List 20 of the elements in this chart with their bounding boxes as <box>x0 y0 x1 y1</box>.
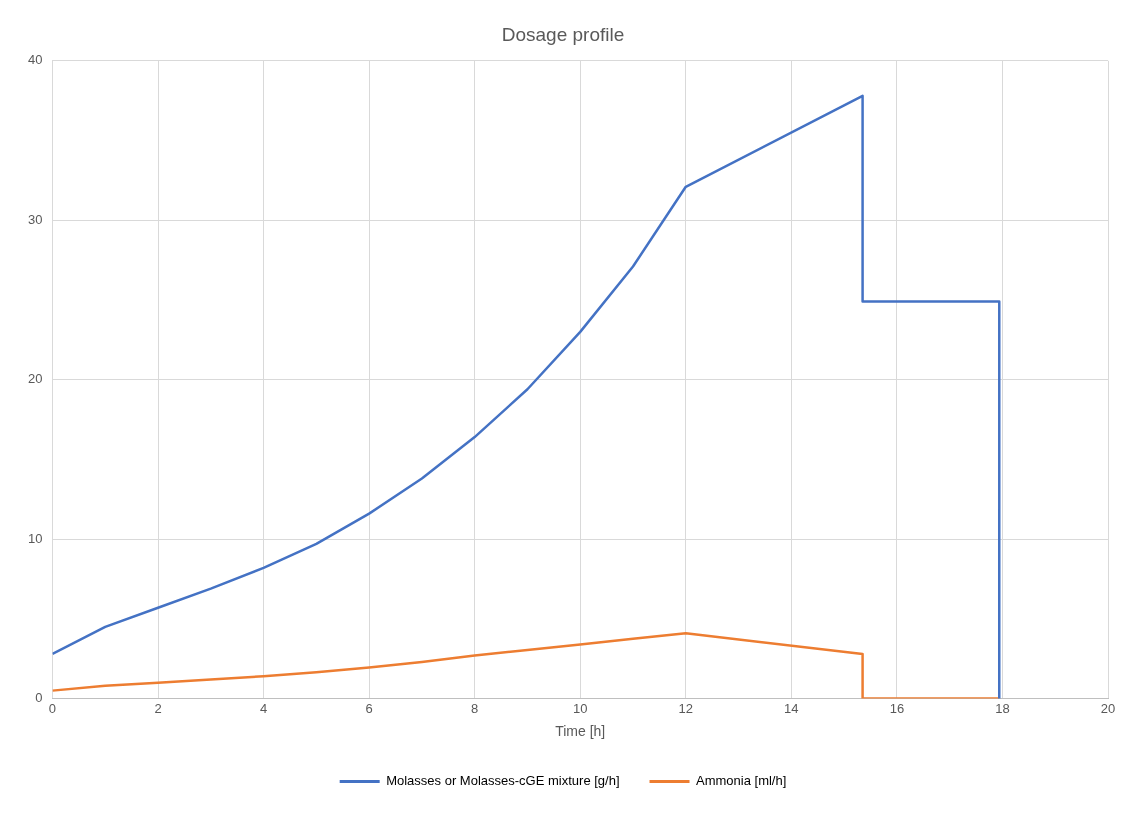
x-tick-label: 0 <box>48 700 57 716</box>
x-tick-label: 18 <box>995 700 1010 716</box>
x-tick-label: 10 <box>573 700 588 716</box>
x-tick-label: 4 <box>259 700 268 716</box>
y-tick-label: 30 <box>27 211 43 227</box>
y-tick-label: 40 <box>27 52 43 68</box>
y-tick-label: 10 <box>27 530 43 546</box>
chart-title: Dosage profile <box>501 23 625 45</box>
x-tick-label: 16 <box>889 700 905 716</box>
x-tick-label: 14 <box>784 700 799 716</box>
y-tick-label: 0 <box>35 690 43 706</box>
x-tick-label: 20 <box>1100 700 1116 716</box>
y-tick-label: 20 <box>27 371 43 387</box>
legend-label: Ammonia [ml/h] <box>696 773 787 789</box>
x-tick-label: 2 <box>154 700 162 716</box>
x-tick-label: 6 <box>365 700 373 716</box>
x-axis-title: Time [h] <box>555 723 606 740</box>
x-tick-label: 8 <box>471 700 479 716</box>
legend-label: Molasses or Molasses-cGE mixture [g/h] <box>386 773 620 789</box>
x-tick-label: 12 <box>678 700 694 716</box>
